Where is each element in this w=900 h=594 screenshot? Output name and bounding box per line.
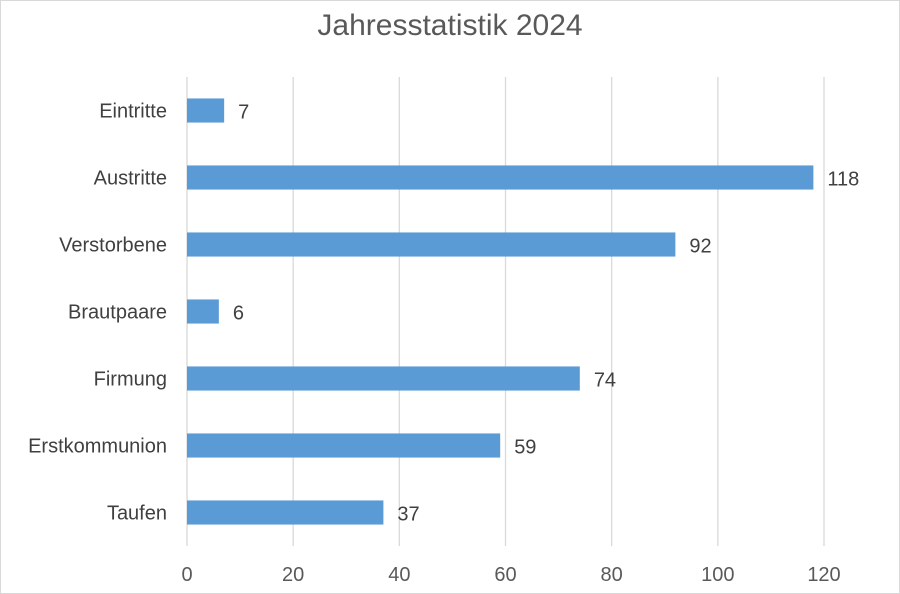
bar: [187, 366, 580, 391]
x-tick-labels: 0 20 40 60 80 100 120: [181, 564, 840, 586]
data-label: 6: [233, 303, 244, 325]
category-label: Austritte: [94, 168, 167, 190]
category-label: Firmung: [94, 369, 167, 391]
category-label: Brautpaare: [68, 302, 167, 324]
x-tick-label: 0: [181, 564, 192, 586]
category-label: Verstorbene: [59, 235, 167, 257]
bar: [187, 500, 384, 525]
bar: [187, 98, 225, 123]
data-label: 118: [827, 169, 859, 191]
category-label: Erstkommunion: [28, 436, 167, 458]
bars: [187, 98, 814, 525]
x-tick-label: 100: [701, 564, 734, 586]
data-label: 7: [238, 102, 249, 124]
x-tick-label: 20: [282, 564, 304, 586]
x-tick-label: 80: [601, 564, 623, 586]
data-label: 74: [594, 370, 616, 392]
chart-title: Jahresstatistik 2024: [317, 9, 583, 42]
data-label: 37: [397, 504, 419, 526]
x-tick-label: 40: [388, 564, 410, 586]
x-tick-label: 60: [494, 564, 516, 586]
data-labels: 7 118 92 6 74 59 37: [233, 102, 859, 526]
data-label: 59: [514, 437, 536, 459]
category-labels: Eintritte Austritte Verstorbene Brautpaare F…: [28, 101, 167, 525]
bar: [187, 433, 501, 458]
bar: [187, 299, 219, 324]
category-label: Taufen: [107, 503, 167, 525]
bar: [187, 232, 676, 257]
category-label: Eintritte: [99, 101, 167, 123]
data-label: 92: [689, 236, 711, 258]
gridlines: [186, 77, 825, 546]
bar: [187, 165, 814, 190]
x-tick-label: 120: [807, 564, 840, 586]
